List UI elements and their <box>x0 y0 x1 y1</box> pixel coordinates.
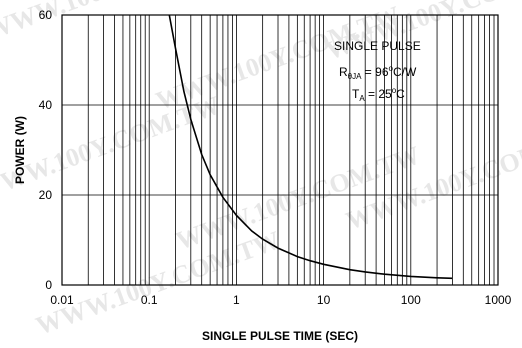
y-tick-label: 20 <box>39 188 53 202</box>
x-tick-label: 0.1 <box>141 293 158 307</box>
watermark-text-3: WWW.100Y.COM.TW <box>322 0 522 66</box>
x-tick-label: 100 <box>401 293 421 307</box>
x-axis-title: SINGLE PULSE TIME (SEC) <box>202 329 358 343</box>
y-tick-label: 60 <box>39 8 53 22</box>
annotation-single-pulse: SINGLE PULSE <box>334 39 421 53</box>
grid-lines <box>62 15 498 285</box>
watermark-text-7: WWW.100Y.COM.TW <box>32 225 284 340</box>
x-tick-label: 10 <box>317 293 331 307</box>
watermark-layer: WWW.100Y.COM.TW WWW.100Y.COM.TW WWW.100Y… <box>0 0 522 341</box>
y-tick-label: 40 <box>39 98 53 112</box>
x-tick-label: 1000 <box>485 293 512 307</box>
tick-labels: 0.01 0.1 1 10 100 1000 0 20 40 60 <box>39 8 512 307</box>
watermark-text-4: WWW.100Y.COM.TW <box>0 90 224 205</box>
y-axis-title: POWER (W) <box>13 116 27 184</box>
watermark-text-1: WWW.100Y.COM.TW <box>0 0 234 46</box>
x-tick-label: 0.01 <box>50 293 74 307</box>
x-tick-label: 1 <box>233 293 240 307</box>
plot-frame <box>61 14 499 286</box>
annotation-ambient-temp: TA = 25oC <box>352 86 405 103</box>
y-tick-label: 0 <box>45 278 52 292</box>
annotation-thermal-resistance: RθJA = 96oC/W <box>339 64 417 81</box>
annotation-box: SINGLE PULSE RθJA = 96oC/W TA = 25oC <box>334 39 421 103</box>
power-curve <box>168 14 453 280</box>
